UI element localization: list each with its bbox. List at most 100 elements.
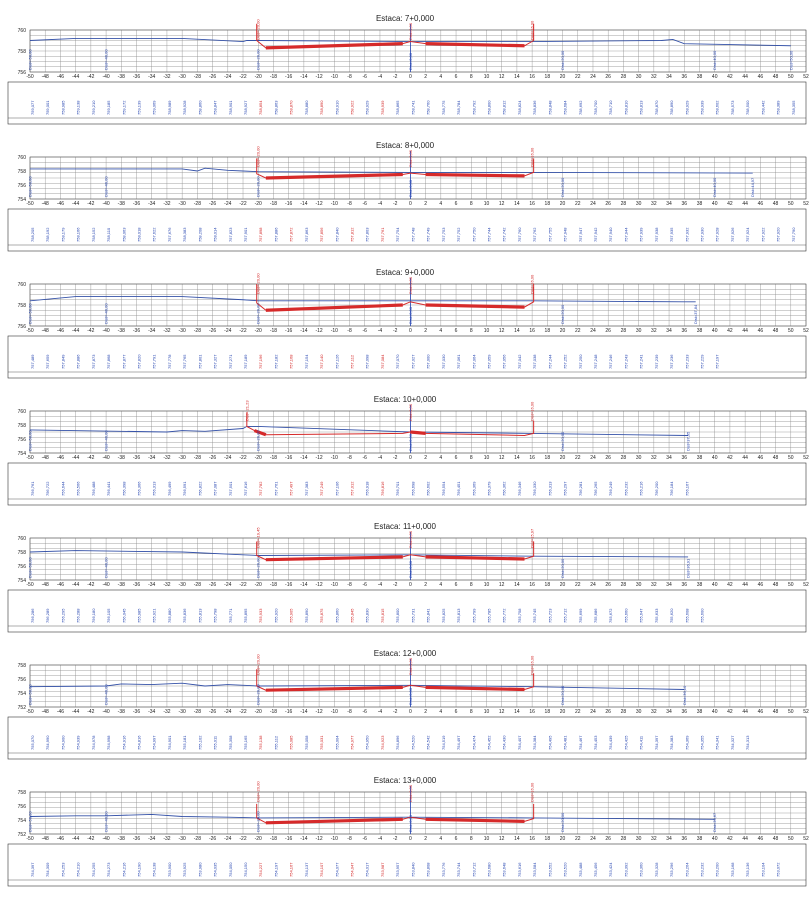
x-tick-label: 10 <box>484 328 490 334</box>
x-tick-label: 38 <box>697 328 703 334</box>
elevation-cell: 758,684 <box>563 100 568 115</box>
elevation-cell: 757,749 <box>426 227 431 242</box>
elevation-cell: 756,591 <box>182 481 187 496</box>
terrain-distance-label: Dist=-50,00 <box>28 557 33 578</box>
elevation-cell: 754,439 <box>608 735 613 750</box>
design-distance-label: Dist=16,00 <box>530 401 535 421</box>
x-tick-label: -18 <box>270 836 277 842</box>
elevation-table <box>7 208 807 252</box>
elevation-cell: 757,762 <box>532 227 537 242</box>
x-tick-label: -2 <box>393 74 398 80</box>
elevation-cell: 758,208 <box>197 227 202 242</box>
elevation-cell: 758,573 <box>730 100 735 115</box>
design-distance-label: Dist=-20,00 <box>256 146 261 167</box>
elevation-cell: 757,012 <box>350 481 355 496</box>
elevation-cell: 757,823 <box>228 227 233 242</box>
x-tick-label: -40 <box>102 455 109 461</box>
x-tick-label: -22 <box>239 201 246 207</box>
x-tick-label: 10 <box>484 709 490 715</box>
elevation-cell: 757,939 <box>639 227 644 242</box>
elevation-cell: 755,745 <box>532 608 537 623</box>
x-tick-label: 40 <box>712 582 718 588</box>
x-tick-label: 20 <box>560 455 566 461</box>
elevation-cell: 755,880 <box>167 608 172 623</box>
elevation-cell: 755,181 <box>182 735 187 750</box>
grid <box>29 791 807 835</box>
x-tick-label: 18 <box>545 709 551 715</box>
elevation-cell: 756,313 <box>547 481 552 496</box>
elevation-cell: 758,929 <box>684 100 689 115</box>
elevation-cell: 757,782 <box>258 481 263 496</box>
elevation-cell: 757,748 <box>410 227 415 242</box>
terrain-distance-label: Dist=44,97 <box>750 177 755 197</box>
elevation-cell: 754,309 <box>45 862 50 877</box>
elevation-cell: 754,411 <box>639 735 644 750</box>
x-tick-label: 28 <box>621 328 627 334</box>
elevation-cell: 757,940 <box>608 227 613 242</box>
elevation-cell: 756,816 <box>380 481 385 496</box>
elevation-cell: 754,990 <box>45 735 50 750</box>
x-tick-label: -26 <box>209 74 216 80</box>
elevation-cell: 755,686 <box>593 608 598 623</box>
design-distance-label: Dist=16,00 <box>530 147 535 167</box>
x-tick-label: 34 <box>666 582 672 588</box>
x-tick-label: 28 <box>621 455 627 461</box>
elevation-cell: 759,001 <box>45 100 50 115</box>
elevation-cell: 755,358 <box>228 735 233 750</box>
terrain-distance-label: Dist=36,10 <box>682 685 687 705</box>
x-tick-label: 26 <box>605 836 611 842</box>
elevation-cell: 756,167 <box>684 481 689 496</box>
terrain-distance-label: Dist=-50,00 <box>28 176 33 197</box>
x-tick-label: -6 <box>363 74 368 80</box>
elevation-cell: 753,424 <box>608 862 613 877</box>
x-tick-label: -2 <box>393 201 398 207</box>
x-tick-label: -44 <box>72 836 79 842</box>
x-tick-label: 44 <box>742 455 748 461</box>
x-tick-label: -10 <box>331 836 338 842</box>
x-tick-label: 36 <box>681 582 687 588</box>
elevation-cell: 757,930 <box>699 227 704 242</box>
elevation-cell: 757,252 <box>563 354 568 369</box>
elevation-cell: 757,778 <box>167 354 172 369</box>
design-profile <box>246 412 535 437</box>
x-tick-label: 14 <box>514 455 520 461</box>
elevation-cell: 758,813 <box>639 100 644 115</box>
x-tick-label: 44 <box>742 709 748 715</box>
x-tick-label: -30 <box>179 709 186 715</box>
elevation-cell: 754,227 <box>258 862 263 877</box>
x-tick-label: -44 <box>72 582 79 588</box>
x-tick-label: -4 <box>378 328 383 334</box>
elevation-cell: 754,327 <box>730 735 735 750</box>
x-tick-label: -22 <box>239 582 246 588</box>
elevation-cell: 755,815 <box>380 608 385 623</box>
terrain-distance-label: Dist=0,00 <box>408 52 413 70</box>
elevation-cell: 753,104 <box>760 862 765 877</box>
x-tick-label: -48 <box>42 328 49 334</box>
x-tick-label: -6 <box>363 455 368 461</box>
x-tick-label: 26 <box>605 201 611 207</box>
terrain-distance-label: Dist=-50,00 <box>28 684 33 705</box>
elevation-cell: 758,800 <box>486 100 491 115</box>
elevation-cell: 757,812 <box>350 227 355 242</box>
x-tick-label: -22 <box>239 74 246 80</box>
elevation-cell: 754,997 <box>152 735 157 750</box>
x-tick-label: 48 <box>773 709 779 715</box>
elevation-cell: 756,369 <box>471 481 476 496</box>
elevation-cell: 754,107 <box>319 862 324 877</box>
x-tick-label: -26 <box>209 582 216 588</box>
elevation-cell: 757,922 <box>760 227 765 242</box>
x-tick-label: -38 <box>118 455 125 461</box>
elevation-cell: 754,430 <box>502 735 507 750</box>
terrain-distance-label: Dist=20,00 <box>560 177 565 197</box>
terrain-distance-label: Dist=-40,00 <box>104 430 109 451</box>
terrain-distance-label: Dist=50,00 <box>788 50 793 70</box>
x-tick-label: 52 <box>803 836 809 842</box>
x-tick-label: 24 <box>590 74 596 80</box>
x-tick-label: 20 <box>560 328 566 334</box>
x-tick-label: -30 <box>179 582 186 588</box>
elevation-cell: 758,192 <box>45 227 50 242</box>
elevation-cell: 755,660 <box>623 608 628 623</box>
elevation-cell: 754,453 <box>593 735 598 750</box>
elevation-cell: 756,488 <box>91 481 96 496</box>
design-distance-label: Dist=0,00 <box>408 530 413 548</box>
